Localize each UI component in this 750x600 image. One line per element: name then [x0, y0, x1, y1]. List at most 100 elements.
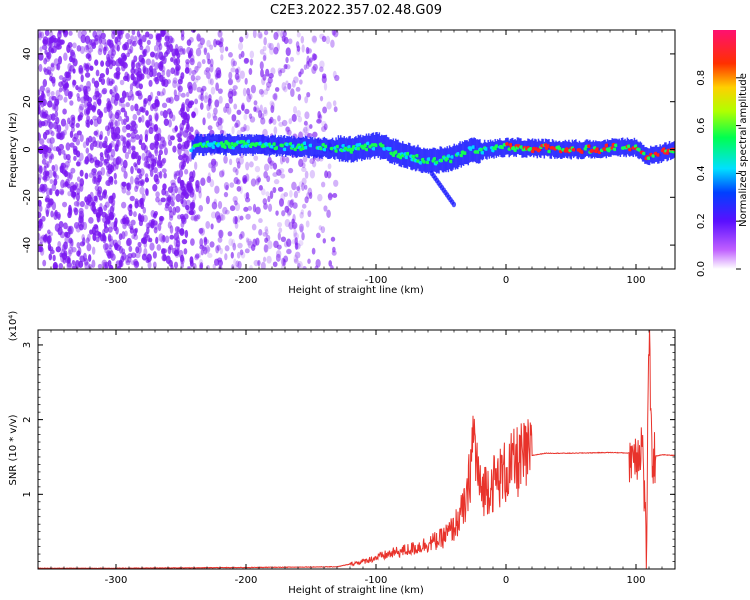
heatmap-noise-cell [57, 30, 62, 40]
heatmap-noise-cell [48, 121, 54, 130]
heatmap-noise-cell [293, 232, 299, 240]
heatmap-noise-cell [54, 98, 60, 106]
heatmap-noise-cell [76, 130, 82, 136]
heatmap-noise-cell [309, 192, 313, 199]
heatmap-noise-cell [205, 220, 211, 229]
heatmap-noise-cell [264, 229, 269, 236]
heatmap-noise-cell [305, 220, 310, 228]
heatmap-noise-cell [159, 110, 164, 116]
heatmap-noise-cell [69, 100, 74, 106]
heatmap-noise-cell [159, 215, 164, 221]
heatmap-noise-cell [116, 72, 121, 80]
heatmap-noise-cell [91, 259, 96, 268]
heatmap-noise-cell [159, 170, 163, 179]
heatmap-noise-cell [284, 218, 291, 228]
heatmap-noise-cell [239, 185, 243, 195]
heatmap-ridge-peak [335, 144, 340, 149]
heatmap-noise-cell [289, 199, 294, 208]
heatmap-noise-cell [43, 67, 47, 73]
heatmap-noise-cell [164, 202, 170, 209]
heatmap-noise-cell [186, 265, 191, 269]
heatmap-noise-cell [193, 78, 199, 84]
heatmap-noise-cell [67, 246, 74, 255]
heatmap-noise-cell [243, 192, 249, 200]
heatmap-ridge-cell [294, 137, 296, 157]
heatmap-noise-cell [180, 30, 185, 38]
heatmap-ridge-cell [616, 138, 618, 156]
heatmap-noise-cell [152, 251, 157, 259]
heatmap-ridge-peak [448, 159, 454, 164]
heatmap-noise-cell [238, 156, 244, 165]
heatmap-noise-cell [260, 113, 265, 120]
heatmap-noise-cell [132, 77, 139, 86]
heatmap-noise-cell [242, 175, 248, 184]
heatmap-noise-cell [75, 85, 79, 91]
heatmap-noise-cell [109, 205, 115, 215]
spectrogram-x-axis-label: Height of straight line (km) [288, 285, 424, 296]
heatmap-noise-cell [181, 199, 187, 208]
heatmap-ridge-cell [404, 143, 406, 168]
heatmap-noise-cell [97, 263, 103, 269]
heatmap-ridge-cell [482, 142, 485, 160]
heatmap-noise-cell [40, 111, 46, 119]
heatmap-noise-cell [38, 245, 42, 253]
heatmap-ridge-cell [531, 138, 534, 156]
heatmap-noise-cell [127, 252, 133, 259]
heatmap-ridge-peak [388, 147, 393, 151]
heatmap-noise-cell [156, 90, 161, 97]
heatmap-noise-cell [41, 234, 47, 240]
heatmap-noise-cell [121, 135, 126, 143]
heatmap-noise-cell [245, 213, 251, 220]
heatmap-noise-cell [300, 35, 305, 44]
heatmap-noise-cell [91, 246, 96, 255]
heatmap-noise-cell [109, 89, 113, 95]
heatmap-noise-cell [150, 104, 155, 112]
heatmap-noise-cell [57, 240, 62, 248]
heatmap-noise-cell [181, 238, 188, 245]
heatmap-noise-cell [91, 168, 97, 174]
heatmap-noise-cell [162, 141, 166, 147]
heatmap-noise-cell [48, 231, 54, 237]
heatmap-noise-cell [121, 90, 127, 99]
heatmap-noise-cell [133, 35, 138, 43]
heatmap-noise-cell [39, 165, 43, 173]
heatmap-noise-cell [219, 247, 223, 255]
heatmap-noise-cell [121, 125, 127, 133]
heatmap-ridge-cell [613, 138, 616, 156]
heatmap-noise-cell [237, 260, 242, 269]
heatmap-noise-cell [127, 148, 132, 155]
heatmap-ridge-cell [488, 142, 491, 159]
heatmap-noise-cell [107, 181, 111, 187]
heatmap-noise-cell [49, 72, 54, 78]
heatmap-noise-cell [170, 200, 175, 207]
heatmap-noise-cell [173, 89, 177, 97]
heatmap-noise-cell [246, 238, 252, 246]
heatmap-noise-cell [291, 80, 296, 88]
heatmap-noise-cell [272, 172, 278, 178]
heatmap-noise-cell [48, 198, 54, 206]
heatmap-noise-cell [240, 252, 246, 259]
heatmap-noise-cell [206, 246, 211, 252]
heatmap-noise-cell [76, 250, 81, 257]
heatmap-noise-cell [129, 195, 135, 202]
heatmap-noise-cell [62, 201, 68, 208]
heatmap-ridge-cell [442, 148, 445, 173]
heatmap-noise-cell [50, 63, 55, 72]
heatmap-ridge-cell [252, 136, 254, 157]
heatmap-ridge-cell [430, 148, 432, 173]
heatmap-noise-cell [177, 146, 182, 156]
heatmap-noise-cell [84, 35, 91, 44]
heatmap-noise-cell [50, 76, 56, 84]
heatmap-noise-cell [290, 88, 295, 98]
heatmap-noise-cell [253, 155, 259, 161]
heatmap-noise-cell [334, 74, 340, 82]
heatmap-noise-cell [98, 232, 102, 238]
heatmap-ridge-peak [434, 160, 440, 165]
heatmap-noise-cell [217, 88, 223, 94]
heatmap-noise-cell [63, 170, 69, 177]
heatmap-noise-cell [209, 63, 214, 73]
heatmap-noise-cell [117, 115, 122, 122]
heatmap-noise-cell [111, 31, 116, 40]
heatmap-noise-cell [114, 111, 120, 120]
heatmap-noise-cell [182, 130, 189, 138]
